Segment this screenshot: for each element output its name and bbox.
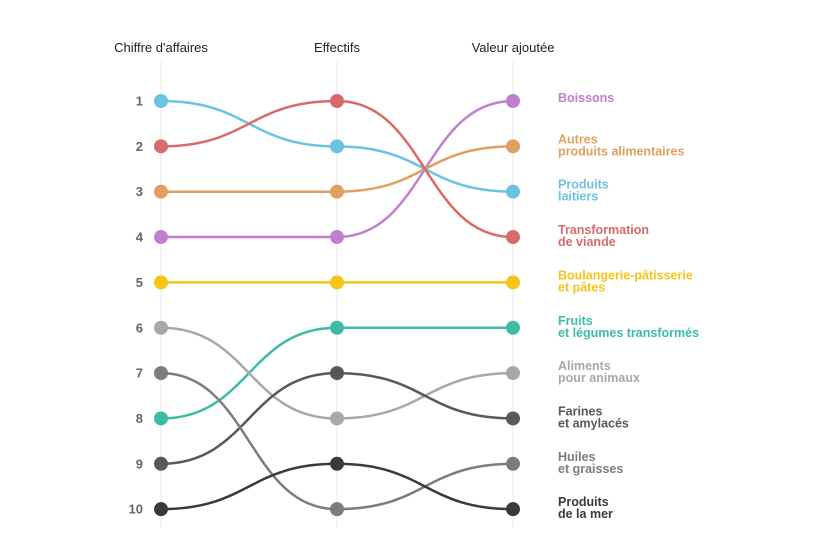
series-point (330, 94, 344, 108)
rank-label: 5 (136, 275, 143, 290)
series-points (154, 94, 520, 517)
series-point (506, 94, 520, 108)
series-point (154, 320, 168, 335)
series-label: et pâtes (558, 280, 605, 294)
series-point (154, 456, 168, 471)
series-line (160, 371, 514, 511)
series-point (330, 139, 344, 154)
rank-label: 4 (136, 230, 144, 245)
rank-label: 3 (136, 184, 143, 199)
series-point (154, 139, 168, 154)
rank-label: 1 (136, 94, 143, 109)
series-point (154, 502, 168, 517)
series-point (506, 456, 520, 471)
series-point (330, 320, 344, 335)
column-titles: Chiffre d'affaires Effectifs Valeur ajouté… (114, 40, 554, 55)
series-point (154, 411, 168, 426)
series-point (506, 320, 520, 335)
series-label: Transformation (558, 223, 649, 237)
series-label: et graisses (558, 462, 623, 476)
series-label: Autres (558, 132, 598, 146)
series-point (330, 502, 344, 517)
series-point (506, 230, 520, 245)
series-label: Boulangerie-pâtisserie (558, 268, 693, 282)
series-label: pour animaux (558, 371, 640, 385)
series-point (154, 275, 168, 290)
series-label: Produits (558, 178, 609, 192)
series-line (161, 99, 514, 239)
column-title: Chiffre d'affaires (114, 40, 208, 55)
series-point (154, 230, 168, 245)
series-label: Boissons (558, 91, 614, 105)
series-point (330, 456, 344, 471)
series-point (330, 411, 344, 426)
series-point (330, 275, 344, 290)
series-point (506, 139, 520, 154)
series-label: Aliments (558, 359, 611, 373)
series-label: et amylacés (558, 416, 629, 430)
series-label: Fruits (558, 314, 593, 328)
series-point (330, 184, 344, 199)
series-point (330, 230, 344, 245)
series-label: laitiers (558, 190, 598, 204)
rank-label: 2 (136, 139, 143, 154)
series-point (154, 184, 168, 199)
series-label: Produits (558, 495, 609, 509)
series-point (330, 366, 344, 381)
series-label: de viande (558, 235, 616, 249)
series-label: Farines (558, 404, 603, 418)
rank-axis: 1 2 3 4 5 6 7 8 9 10 (129, 94, 144, 517)
series-point (154, 94, 168, 108)
series-label: et légumes transformés (558, 326, 699, 340)
series-point (506, 275, 520, 290)
series-label: Huiles (558, 450, 596, 464)
series-line (160, 99, 514, 239)
rank-label: 7 (136, 366, 143, 381)
series-point (506, 366, 520, 381)
series-point (154, 366, 168, 381)
rank-label: 9 (136, 456, 143, 471)
column-title: Effectifs (314, 40, 361, 55)
series-point (506, 184, 520, 199)
series-label: produits alimentaires (558, 144, 684, 158)
rank-label: 6 (136, 320, 143, 335)
rank-label: 10 (129, 502, 143, 517)
column-title: Valeur ajoutée (472, 40, 555, 55)
series-point (506, 411, 520, 426)
series-point (506, 502, 520, 517)
series-label: de la mer (558, 507, 613, 521)
rank-label: 8 (136, 411, 143, 426)
